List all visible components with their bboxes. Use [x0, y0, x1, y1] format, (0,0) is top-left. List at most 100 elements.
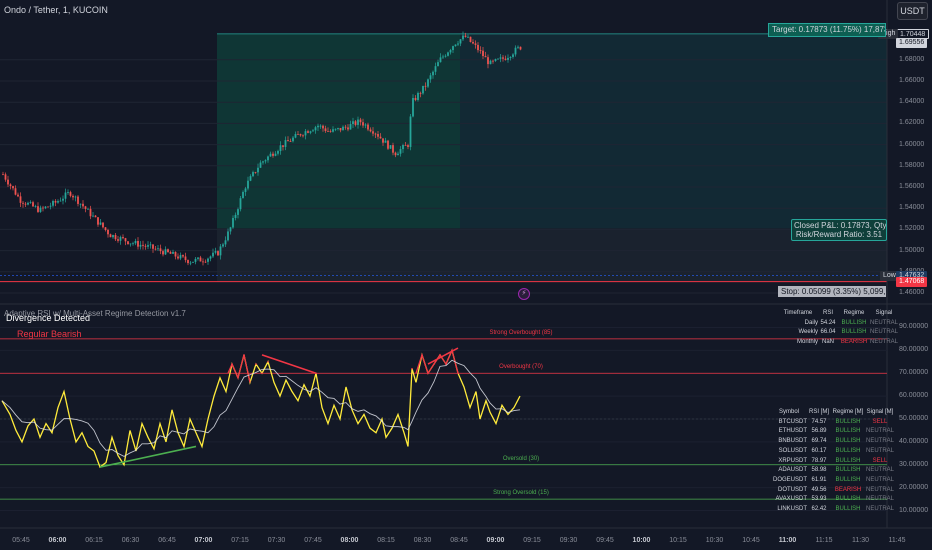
price-axis-label[interactable]: 1.46000 — [899, 289, 925, 296]
time-axis-label[interactable]: 09:00 — [486, 537, 505, 544]
time-axis-label[interactable]: 09:45 — [596, 537, 614, 544]
rsi-axis-label[interactable]: 90.00000 — [899, 323, 929, 331]
lightning-icon[interactable]: ⚡ — [518, 288, 530, 300]
time-axis-label[interactable]: 11:15 — [815, 537, 833, 544]
time-axis-label[interactable]: 06:15 — [85, 537, 103, 544]
time-axis-label[interactable]: 07:45 — [304, 537, 322, 544]
time-axis-label[interactable]: 05:45 — [12, 537, 30, 544]
price-axis-label[interactable]: 1.62000 — [899, 119, 925, 127]
candle-body — [322, 125, 324, 129]
candle-body — [197, 257, 199, 259]
rsi-axis-label[interactable]: 70.00000 — [899, 369, 929, 377]
candle-body — [452, 46, 454, 51]
candle-body — [134, 240, 137, 244]
price-axis-label[interactable]: 1.54000 — [899, 204, 925, 212]
symbol-title[interactable]: Ondo / Tether, 1, KUCOIN — [4, 5, 108, 15]
time-axis-label[interactable]: 11:30 — [852, 537, 869, 544]
candle-body — [462, 35, 464, 40]
currency-button[interactable]: USDT — [897, 2, 928, 20]
rsi-axis-label[interactable]: 80.00000 — [899, 346, 929, 354]
time-axis-label[interactable]: 06:30 — [121, 537, 140, 544]
candle-body — [347, 127, 349, 130]
table-cell: Timeframe — [783, 310, 813, 316]
candle-body — [147, 245, 149, 247]
table-cell: 66.04 — [820, 329, 836, 336]
candle-body — [392, 145, 394, 153]
candle-body — [414, 97, 417, 100]
divergence-type: Regular Bearish — [17, 329, 82, 339]
candle-body — [137, 240, 139, 247]
profit-zone-ext — [460, 33, 887, 229]
candle-body — [242, 191, 244, 199]
candle-body — [214, 251, 217, 253]
table-cell: NEUTRAL — [869, 319, 898, 326]
price-axis-label[interactable]: 1.66000 — [899, 77, 925, 84]
table-cell: BULLISH — [835, 457, 861, 464]
time-axis-label[interactable]: 10:45 — [742, 537, 760, 544]
rsi-overbought-mark — [411, 367, 413, 370]
time-axis-label[interactable]: 08:30 — [413, 537, 432, 544]
time-axis-label[interactable]: 07:30 — [267, 537, 286, 544]
pnl-box[interactable]: Closed P&L: 0.17873, Qty: 392.23 Risk/Re… — [791, 219, 887, 241]
candle-body — [277, 151, 279, 154]
candle-body — [482, 50, 484, 57]
rsi-axis-label[interactable]: 40.00000 — [899, 437, 929, 445]
time-axis-label[interactable]: 08:00 — [340, 537, 359, 544]
candle-body — [222, 244, 224, 247]
candle-body — [159, 248, 162, 252]
candle-body — [364, 124, 367, 126]
candle-body — [69, 192, 72, 196]
candle-body — [52, 200, 54, 206]
target-box[interactable]: Target: 0.17873 (11.75%) 17,873, Amount — [768, 23, 886, 37]
time-axis-label[interactable]: 07:15 — [231, 537, 249, 544]
price-axis-label[interactable]: 1.58000 — [899, 161, 925, 169]
time-axis-label[interactable]: 06:00 — [48, 537, 67, 544]
candle-body — [369, 129, 372, 132]
table-cell: BULLISH — [841, 329, 867, 336]
candle-body — [287, 140, 289, 142]
time-axis-label[interactable]: 10:00 — [632, 537, 651, 544]
time-axis-label[interactable]: 08:45 — [450, 537, 468, 544]
candle-body — [289, 141, 292, 142]
time-axis-label[interactable]: 09:15 — [523, 537, 541, 544]
price-axis-label[interactable]: 1.56000 — [899, 183, 925, 190]
time-axis-label[interactable]: 10:30 — [705, 537, 724, 544]
candle-body — [72, 195, 74, 198]
time-axis-label[interactable]: 10:15 — [669, 537, 687, 544]
rsi-axis-label[interactable]: 30.00000 — [899, 460, 929, 468]
rsi-axis-label[interactable]: 50.00000 — [899, 415, 929, 422]
table-cell: SELL — [872, 457, 888, 464]
time-axis-label[interactable]: 09:30 — [559, 537, 578, 544]
time-axis-label[interactable]: 08:15 — [377, 537, 395, 544]
table-cell: BULLISH — [835, 496, 861, 503]
candle-body — [84, 206, 87, 209]
candle-body — [212, 252, 214, 257]
time-axis-label[interactable]: 06:45 — [158, 537, 176, 544]
candle-body — [342, 126, 344, 131]
table-cell: NEUTRAL — [865, 428, 894, 435]
price-axis-label[interactable]: 1.68000 — [899, 55, 925, 63]
candle-body — [132, 243, 134, 245]
price-axis-label[interactable]: 1.60000 — [899, 140, 925, 148]
candle-body — [189, 262, 192, 264]
stop-box[interactable]: Stop: 0.05099 (3.35%) 5,099, Amount — [778, 286, 886, 297]
candle-body — [469, 36, 472, 42]
table-cell: 78.97 — [811, 457, 827, 464]
price-axis-label[interactable]: 1.64000 — [899, 98, 925, 106]
candle-body — [82, 203, 84, 207]
rsi-axis-label[interactable]: 10.00000 — [899, 506, 929, 514]
price-axis-label[interactable]: 1.50000 — [899, 246, 925, 254]
table-cell: RSI — [822, 310, 833, 316]
profit-zone — [217, 33, 460, 229]
indicator-title[interactable]: Adaptive RSI w/ Multi-Asset Regime Detec… — [4, 309, 186, 318]
rsi-axis-label[interactable]: 20.00000 — [899, 483, 929, 491]
table-cell: NEUTRAL — [865, 447, 894, 454]
time-axis-label[interactable]: 07:00 — [194, 537, 213, 544]
time-axis-label[interactable]: 11:45 — [888, 537, 906, 544]
rsi-axis-label[interactable]: 60.00000 — [899, 392, 929, 400]
table-cell: 58.98 — [811, 467, 827, 474]
table-cell: BEARISH — [840, 339, 868, 346]
time-axis-label[interactable]: 11:00 — [778, 537, 797, 544]
price-axis-label[interactable]: 1.52000 — [899, 225, 925, 233]
